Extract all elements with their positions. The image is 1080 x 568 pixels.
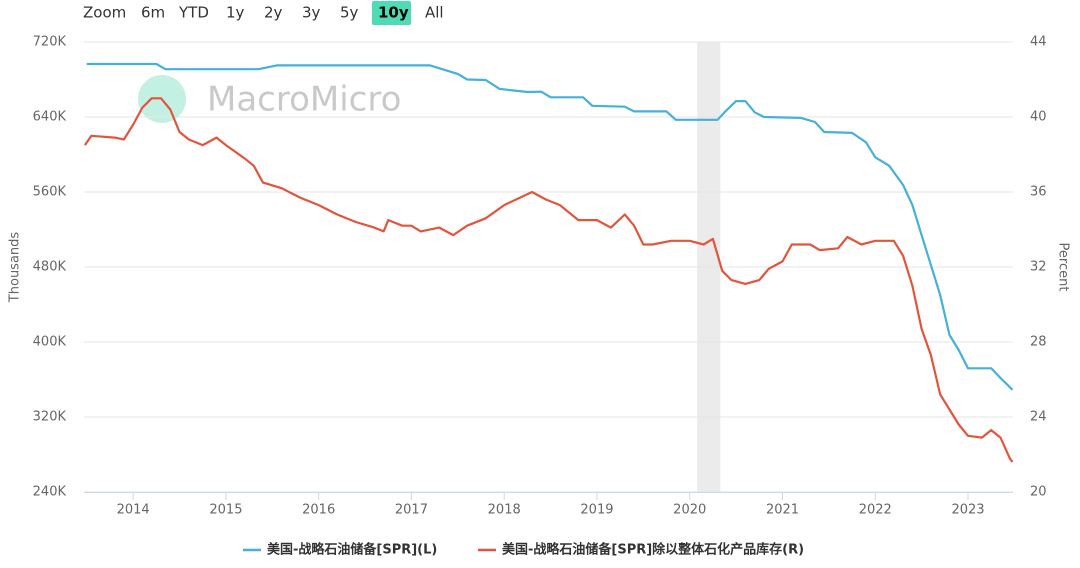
y-tick-label: 560K: [33, 185, 67, 200]
range-button[interactable]: 3y: [302, 4, 321, 22]
y-tick-label: 640K: [33, 110, 67, 125]
range-button[interactable]: 2y: [264, 4, 283, 22]
x-tick-label: 2015: [209, 503, 242, 518]
x-tick-label: 2022: [859, 503, 892, 518]
x-tick-label: 2019: [580, 503, 613, 518]
y-tick-label: 240K: [33, 485, 67, 500]
x-tick-label: 2021: [766, 503, 799, 518]
y-tick-label: 720K: [33, 35, 67, 50]
range-button[interactable]: All: [425, 4, 444, 22]
legend-label[interactable]: 美国-战略石油储备[SPR]除以整体石化产品库存(R): [502, 542, 804, 558]
zoom-label: Zoom: [83, 4, 126, 22]
range-button-active[interactable]: [372, 1, 411, 25]
series-line: [83, 97, 1014, 463]
x-tick-label: 2020: [673, 503, 706, 518]
y2-tick-label: 36: [1030, 185, 1047, 200]
range-button[interactable]: 6m: [141, 4, 165, 22]
x-tick-label: 2018: [488, 503, 521, 518]
y2-axis-title: Percent: [1056, 243, 1071, 292]
y-tick-label: 320K: [33, 410, 67, 425]
y2-tick-label: 44: [1030, 35, 1047, 50]
y-axis-title: Thousands: [8, 232, 23, 304]
x-tick-label: 2014: [117, 503, 150, 518]
y2-tick-label: 40: [1030, 110, 1047, 125]
range-button[interactable]: 5y: [340, 4, 359, 22]
range-button[interactable]: 1y: [226, 4, 245, 22]
x-tick-label: 2023: [951, 503, 984, 518]
x-tick-label: 2016: [302, 503, 335, 518]
y2-tick-label: 24: [1030, 410, 1047, 425]
series-line: [86, 62, 1014, 391]
y2-tick-label: 32: [1030, 260, 1047, 275]
range-button[interactable]: YTD: [178, 4, 209, 22]
x-tick-label: 2017: [395, 503, 428, 518]
y-tick-label: 480K: [33, 260, 67, 275]
y2-tick-label: 20: [1030, 485, 1047, 500]
range-button[interactable]: 10y: [378, 4, 409, 22]
legend-label[interactable]: 美国-战略石油储备[SPR](L): [267, 542, 437, 558]
y-tick-label: 400K: [33, 335, 67, 350]
watermark: MacroMicro: [207, 80, 401, 120]
y2-tick-label: 28: [1030, 335, 1047, 350]
